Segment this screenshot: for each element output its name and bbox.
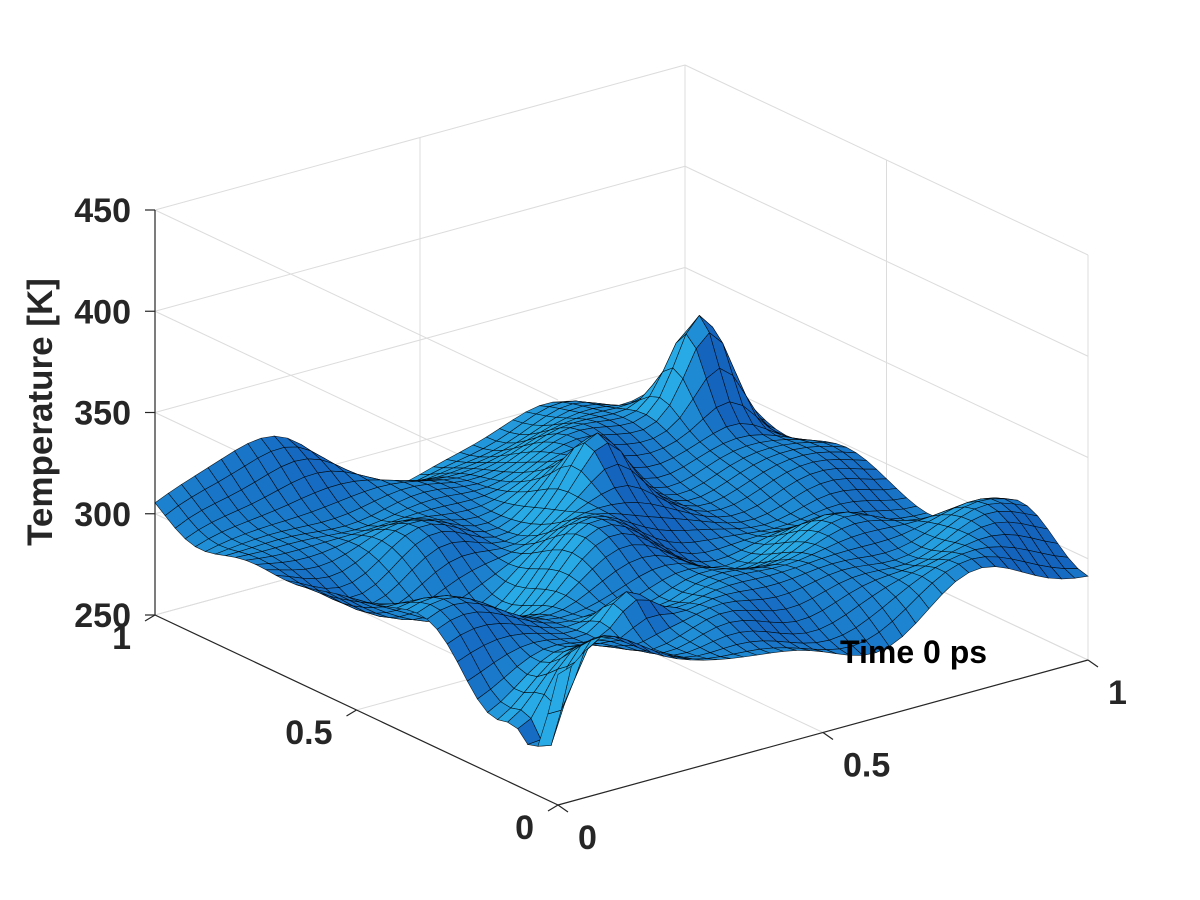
z-tick-label: 300 — [74, 496, 131, 534]
x-tick — [822, 732, 834, 740]
x-tick — [1087, 659, 1099, 668]
z-tick-label: 400 — [74, 293, 131, 331]
surface-layer — [154, 314, 1089, 747]
surface-patch — [547, 665, 572, 715]
y-tick-label: 1 — [112, 619, 131, 657]
axes-layer — [144, 209, 1099, 813]
y-tick — [547, 804, 559, 812]
grid-line — [154, 209, 559, 401]
time-annotation: Time 0 ps — [840, 634, 987, 670]
x-tick-label: 0 — [578, 819, 597, 857]
z-tick-label: 450 — [74, 192, 131, 230]
z-tick-label: 350 — [74, 395, 131, 433]
y-tick-label: 0 — [515, 809, 534, 847]
z-axis-title: Temperature [K] — [21, 278, 60, 546]
x-tick-label: 1 — [1108, 674, 1127, 712]
x-tick — [557, 804, 569, 813]
y-tick-label: 0.5 — [285, 714, 332, 752]
x-tick-label: 0.5 — [843, 747, 890, 785]
y-tick — [144, 614, 156, 622]
z-tick-label: 250 — [74, 597, 131, 635]
y-tick — [346, 709, 357, 717]
